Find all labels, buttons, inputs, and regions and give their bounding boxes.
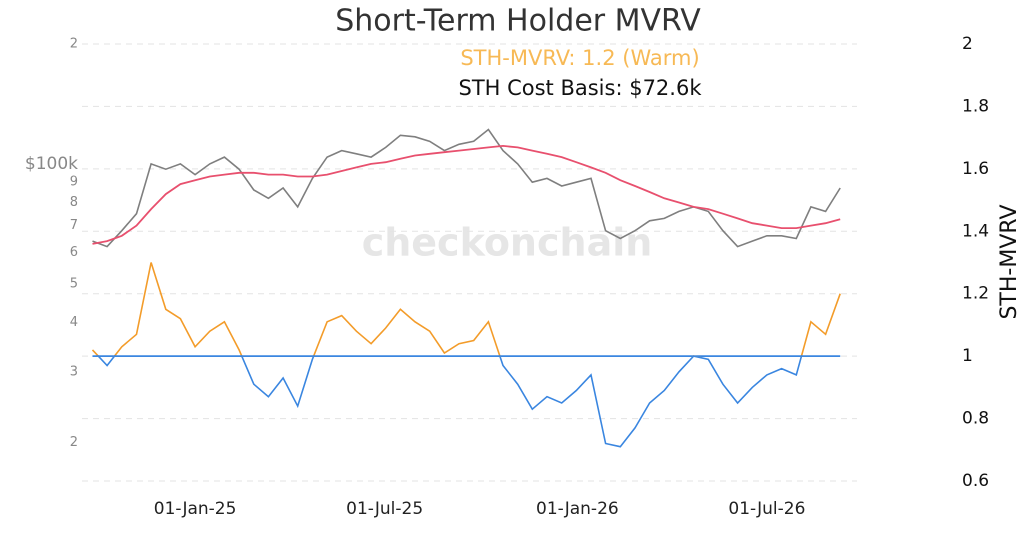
y-tick-label: 2 xyxy=(70,435,78,450)
x-tick-label: 01-Jan-25 xyxy=(154,499,237,519)
x-tick-label: 01-Jan-26 xyxy=(536,499,619,519)
y2-tick-label: 1 xyxy=(962,346,973,366)
y2-tick-label: 1.2 xyxy=(962,284,989,304)
annotation: STH-MVRV: 1.2 (Warm) xyxy=(460,46,699,70)
series-line xyxy=(92,144,841,245)
chart-title: Short-Term Holder MVRV xyxy=(335,4,701,39)
y2-axis-label: STH-MVRV xyxy=(997,204,1022,319)
y2-tick-label: 0.8 xyxy=(962,409,989,429)
y-tick-label: $100k xyxy=(25,154,78,174)
y-tick-label: 6 xyxy=(70,245,78,260)
series-line xyxy=(91,262,841,358)
y2-tick-label: 1.4 xyxy=(962,221,989,241)
x-tick-label: 01-Jul-26 xyxy=(728,499,805,519)
y-tick-label: 4 xyxy=(70,315,78,330)
series-line xyxy=(96,355,803,448)
y-tick-label: 7 xyxy=(70,218,78,233)
watermark: checkonchain xyxy=(362,221,653,265)
y-tick-label: 5 xyxy=(70,276,78,291)
annotation: STH Cost Basis: $72.6k xyxy=(458,76,702,100)
y-tick-label: 8 xyxy=(70,195,78,210)
y2-tick-label: 1.6 xyxy=(962,159,989,179)
series-line xyxy=(92,128,841,248)
y2-tick-label: 2 xyxy=(962,34,973,54)
y-tick-label: 2 xyxy=(70,37,78,52)
y2-tick-label: 0.6 xyxy=(962,471,989,491)
y-tick-label: 3 xyxy=(70,365,78,380)
x-tick-label: 01-Jul-25 xyxy=(346,499,423,519)
y2-tick-label: 1.8 xyxy=(962,96,989,116)
y-tick-label: 9 xyxy=(70,175,78,190)
